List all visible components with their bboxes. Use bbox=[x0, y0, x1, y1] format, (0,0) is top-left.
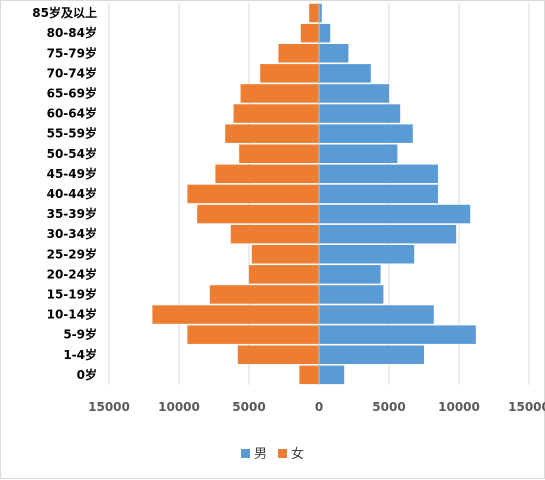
bar-female bbox=[249, 265, 319, 284]
legend-label-female: 女 bbox=[291, 446, 304, 462]
bar-male bbox=[319, 184, 438, 204]
bar-female bbox=[239, 144, 319, 163]
bar-female bbox=[225, 124, 319, 143]
bar-male bbox=[319, 245, 415, 264]
bar-female bbox=[187, 325, 319, 344]
bar-female bbox=[299, 365, 319, 385]
category-label: 75-79岁 bbox=[47, 45, 97, 60]
bar-male bbox=[319, 305, 434, 324]
bar-female bbox=[251, 245, 319, 264]
category-label: 55-59岁 bbox=[47, 126, 97, 141]
bar-male bbox=[319, 164, 438, 184]
x-tick-label: 15000 bbox=[508, 400, 545, 414]
x-tick-label: 15000 bbox=[88, 400, 130, 414]
legend: 男 女 bbox=[241, 446, 304, 462]
bar-female bbox=[309, 3, 319, 23]
category-label: 1-4岁 bbox=[63, 347, 97, 362]
bar-female bbox=[237, 345, 319, 364]
category-label: 5-9岁 bbox=[63, 327, 97, 342]
category-label: 50-54岁 bbox=[47, 146, 97, 161]
bar-female bbox=[233, 104, 319, 123]
bar-female bbox=[152, 305, 319, 324]
x-tick-label: 10000 bbox=[438, 400, 480, 414]
bar-male bbox=[319, 124, 413, 143]
x-tick-label: 5000 bbox=[372, 400, 405, 414]
category-label: 25-29岁 bbox=[47, 246, 97, 261]
category-label: 10-14岁 bbox=[47, 307, 97, 322]
bar-female bbox=[278, 44, 319, 63]
legend-swatch-male bbox=[241, 449, 250, 458]
bar-female bbox=[260, 64, 319, 83]
bar-male bbox=[319, 204, 471, 224]
category-label: 30-34岁 bbox=[47, 226, 97, 241]
category-label: 85岁及以上 bbox=[32, 5, 97, 20]
bars bbox=[152, 3, 476, 385]
bar-male bbox=[319, 144, 398, 163]
bar-female bbox=[230, 224, 319, 244]
bar-male bbox=[319, 285, 384, 304]
bar-male bbox=[319, 325, 476, 344]
bar-male bbox=[319, 64, 371, 83]
legend-swatch-female bbox=[278, 449, 287, 458]
category-label: 20-24岁 bbox=[47, 266, 97, 281]
category-label: 60-64岁 bbox=[47, 106, 97, 121]
bar-female bbox=[187, 184, 319, 204]
x-tick-label: 0 bbox=[315, 400, 323, 414]
bar-male bbox=[319, 365, 345, 385]
bar-male bbox=[319, 84, 389, 103]
bar-male bbox=[319, 265, 381, 284]
category-label: 35-39岁 bbox=[47, 206, 97, 221]
bar-female bbox=[240, 84, 319, 103]
category-label: 70-74岁 bbox=[47, 65, 97, 80]
bar-male bbox=[319, 345, 424, 364]
x-tick-labels: 15000 10000 5000 0 5000 10000 15000 bbox=[88, 400, 545, 414]
bar-male bbox=[319, 23, 331, 43]
bar-female bbox=[215, 164, 319, 184]
legend-label-male: 男 bbox=[254, 447, 267, 462]
bar-male bbox=[319, 104, 401, 123]
bar-male bbox=[319, 3, 322, 23]
category-label: 0岁 bbox=[77, 367, 97, 382]
category-label: 45-49岁 bbox=[47, 166, 97, 181]
bar-male bbox=[319, 224, 457, 244]
category-label: 80-84岁 bbox=[47, 25, 97, 40]
x-tick-label: 5000 bbox=[232, 400, 265, 414]
bar-female bbox=[300, 23, 319, 43]
category-label: 65-69岁 bbox=[47, 85, 97, 100]
category-labels: 85岁及以上 80-84岁 75-79岁 70-74岁 65-69岁 60-64岁 55-5… bbox=[32, 5, 97, 382]
bar-female bbox=[197, 204, 319, 224]
bar-male bbox=[319, 44, 349, 63]
bar-female bbox=[209, 285, 319, 304]
category-label: 40-44岁 bbox=[47, 186, 97, 201]
category-label: 15-19岁 bbox=[47, 286, 97, 301]
x-tick-label: 10000 bbox=[158, 400, 200, 414]
